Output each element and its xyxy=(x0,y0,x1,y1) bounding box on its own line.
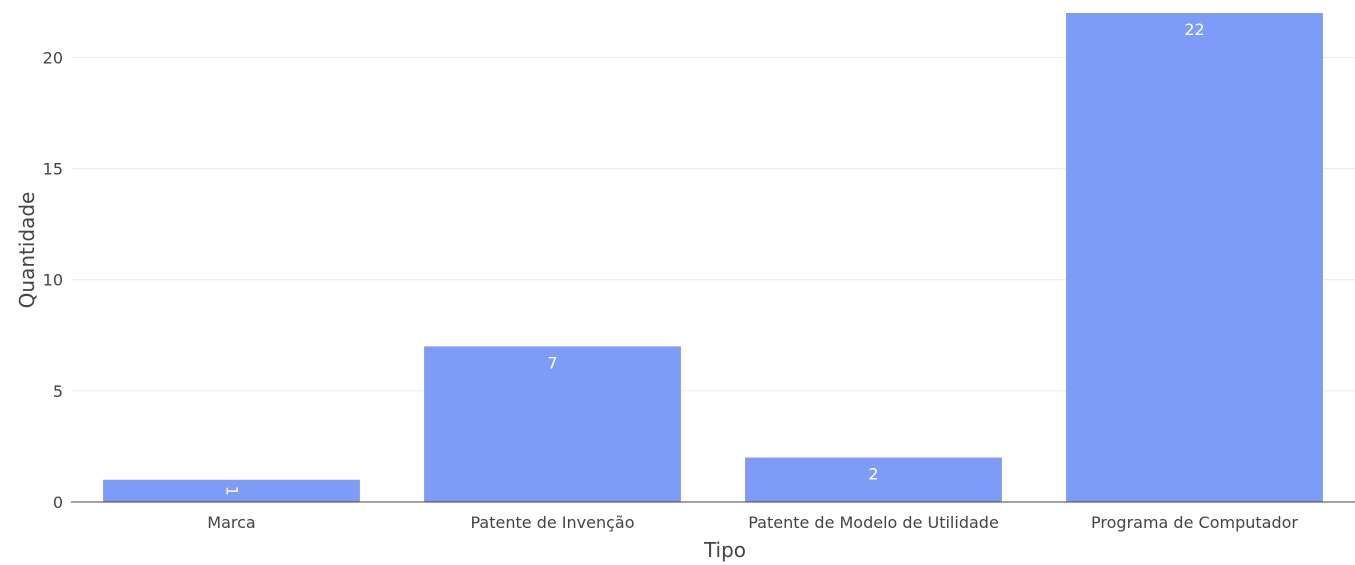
y-axis-ticks: 0 5 10 15 20 xyxy=(43,48,63,512)
y-tick-label: 5 xyxy=(53,382,63,401)
x-tick-label: Programa de Computador xyxy=(1091,513,1298,532)
x-tick-label: Marca xyxy=(207,513,255,532)
y-tick-label: 0 xyxy=(53,493,63,512)
x-axis-title: Tipo xyxy=(703,538,746,562)
bar xyxy=(103,479,360,502)
bar-data-label: 7 xyxy=(547,353,557,372)
bar xyxy=(424,346,681,502)
bars xyxy=(103,13,1323,502)
y-tick-label: 20 xyxy=(43,48,63,67)
bar xyxy=(745,457,1002,502)
bar-data-label: 2 xyxy=(868,465,878,484)
y-tick-label: 10 xyxy=(43,271,63,290)
y-axis-title: Quantidade xyxy=(15,192,39,309)
x-tick-label: Patente de Invenção xyxy=(471,513,635,532)
bar-data-label: 22 xyxy=(1184,20,1204,39)
x-axis-ticks: Marca Patente de Invenção Patente de Model… xyxy=(207,513,1298,532)
y-tick-label: 15 xyxy=(43,160,63,179)
x-tick-label: Patente de Modelo de Utilidade xyxy=(748,513,999,532)
bar-data-label: 1 xyxy=(223,486,242,496)
bar xyxy=(1066,13,1323,502)
